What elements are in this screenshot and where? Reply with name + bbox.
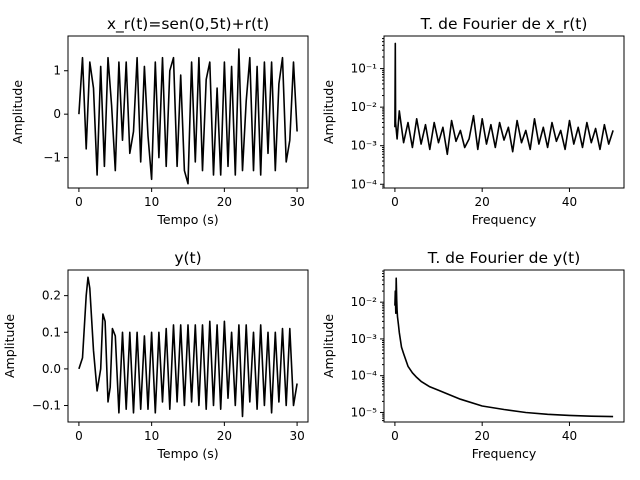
x-axis-label: Frequency [472,212,537,227]
axes-frame [383,35,625,189]
x-axis-label: Tempo (s) [156,446,218,461]
y-tick-label: 1 [53,64,61,78]
x-tick-label: 40 [562,429,577,443]
y-tick-label: 10⁻² [351,295,378,309]
x-tick-label: 20 [475,429,490,443]
subplot-fourier-signal: 0 20 40 10⁻⁴ 10⁻³ 10⁻² 10⁻¹ T. de Fourier de x_… [321,15,625,227]
x-tick-label: 10 [144,429,159,443]
y-axis-label: Amplitude [321,80,336,144]
y-tick-label: 10⁻³ [351,332,378,346]
x-tick-label: 0 [75,195,83,209]
x-tick-label: 20 [217,195,232,209]
y-tick-label: 10⁻⁵ [351,405,378,419]
subplot-time-signal: 0 10 20 30 −1 0 1 x_r(t)=sen(0,5t)+r(t) Tempo (s… [10,15,309,227]
chart-title: x_r(t)=sen(0,5t)+r(t) [107,15,269,34]
chart-title: y(t) [174,249,201,267]
y-tick-label: 0.0 [42,362,61,376]
x-tick-label: 40 [562,195,577,209]
subplot-time-response: 0 10 20 30 −0.1 0.0 0.1 0.2 y(t) Tempo (s) Amplitu… [2,249,309,461]
chart-title: T. de Fourier de x_r(t) [420,15,588,34]
series-line [394,277,614,418]
series-line [78,276,298,418]
axes-frame [383,269,625,423]
y-tick-label: 10⁻⁴ [351,177,378,191]
x-tick-label: 10 [144,195,159,209]
subplot-fourier-response: 0 20 40 10⁻⁵ 10⁻⁴ 10⁻³ 10⁻² T. de Fourier de y(… [321,249,625,461]
x-tick-label: 20 [475,195,490,209]
x-axis-label: Frequency [472,446,537,461]
y-tick-label: 10⁻¹ [351,62,378,76]
series-line [394,42,614,156]
y-tick-label: 10⁻³ [351,139,378,153]
y-tick-label: −1 [43,151,61,165]
y-tick-label: 0.2 [42,289,61,303]
y-axis-label: Amplitude [2,314,17,378]
chart-title: T. de Fourier de y(t) [427,249,581,267]
x-tick-label: 20 [217,429,232,443]
y-tick-label: 0.1 [42,325,61,339]
y-tick-label: −0.1 [32,399,61,413]
x-tick-label: 0 [75,429,83,443]
x-tick-label: 30 [289,195,304,209]
y-tick-label: 10⁻⁴ [351,369,378,383]
y-axis-label: Amplitude [321,314,336,378]
x-tick-label: 30 [289,429,304,443]
x-tick-label: 0 [391,195,399,209]
series-line [78,48,298,185]
x-axis-label: Tempo (s) [156,212,218,227]
axes-frame [67,35,309,189]
axes-frame [67,269,309,423]
y-tick-label: 0 [53,107,61,121]
y-tick-label: 10⁻² [351,100,378,114]
y-axis-label: Amplitude [10,80,25,144]
x-tick-label: 0 [391,429,399,443]
